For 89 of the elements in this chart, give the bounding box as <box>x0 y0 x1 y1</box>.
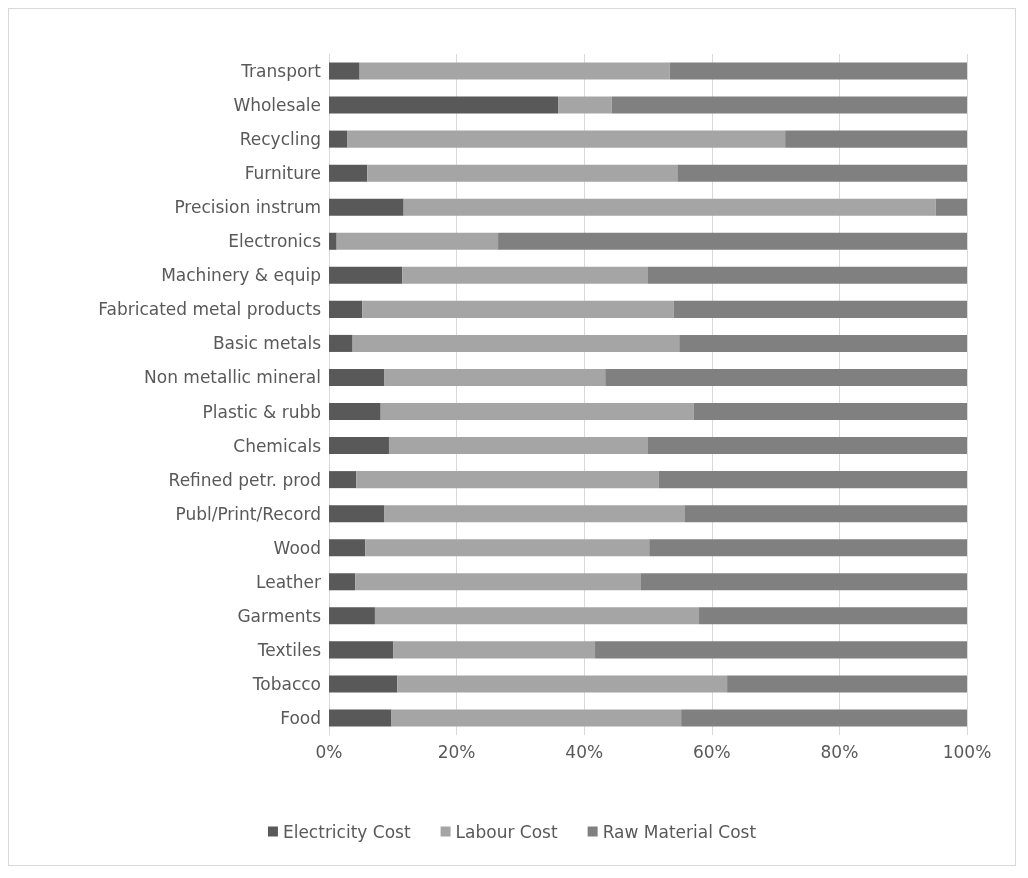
bar <box>673 300 967 318</box>
y-tick-label: Furniture <box>244 163 321 184</box>
y-tick-label: Recycling <box>239 129 321 150</box>
y-tick-label: Precision instrum <box>174 197 321 218</box>
bar <box>498 232 967 250</box>
bar <box>329 62 360 80</box>
bar <box>384 368 606 386</box>
legend-label: Electricity Cost <box>282 821 411 842</box>
bar <box>611 96 967 114</box>
bar <box>658 471 967 489</box>
y-tick-label: Food <box>280 707 321 728</box>
bar <box>336 232 499 250</box>
bar <box>374 607 700 625</box>
bar <box>365 539 650 557</box>
bar <box>935 198 967 216</box>
bar <box>681 709 967 727</box>
bar <box>640 573 967 591</box>
bar <box>669 62 967 80</box>
x-tick-label: 80% <box>820 741 859 762</box>
bar <box>329 164 368 182</box>
bar <box>380 403 694 421</box>
bar <box>329 266 403 284</box>
legend-label: Raw Material Cost <box>602 821 757 842</box>
y-tick-label: Machinery & equip <box>161 265 321 286</box>
bar <box>329 641 394 659</box>
bar <box>388 437 648 455</box>
y-tick-label: Basic metals <box>212 333 322 354</box>
bar <box>329 709 392 727</box>
y-tick-label: Plastic & rubb <box>202 401 321 422</box>
bar <box>329 437 389 455</box>
bar <box>605 368 967 386</box>
bar <box>329 334 353 352</box>
y-tick-label: Leather <box>256 571 322 592</box>
x-tick-label: 20% <box>437 741 476 762</box>
bar <box>329 130 348 148</box>
bar <box>367 164 678 182</box>
bar <box>677 164 967 182</box>
bar <box>329 607 375 625</box>
bar <box>329 300 363 318</box>
bar <box>329 368 385 386</box>
bar <box>355 573 641 591</box>
bar <box>329 471 357 489</box>
bar <box>648 266 967 284</box>
bar <box>785 130 967 148</box>
bar <box>329 505 385 523</box>
bar <box>391 709 682 727</box>
x-tick-label: 60% <box>692 741 731 762</box>
bar <box>397 675 728 693</box>
bar <box>693 403 967 421</box>
bar <box>558 96 612 114</box>
y-tick-label: Electronics <box>228 231 322 252</box>
bar <box>347 130 786 148</box>
x-tick-label: 100% <box>942 741 992 762</box>
bar <box>356 471 659 489</box>
bar <box>699 607 967 625</box>
y-tick-label: Fabricated metal products <box>98 299 322 320</box>
bar <box>679 334 967 352</box>
bar <box>329 539 366 557</box>
y-tick-label: Publ/Print/Record <box>175 503 321 524</box>
x-tick-label: 40% <box>565 741 604 762</box>
bar <box>329 403 381 421</box>
x-tick-label: 0% <box>315 741 343 762</box>
bar <box>685 505 967 523</box>
bar <box>403 198 936 216</box>
bar <box>402 266 648 284</box>
y-tick-label: Tobacco <box>251 673 321 694</box>
bar <box>727 675 967 693</box>
bar <box>393 641 596 659</box>
bar <box>329 675 398 693</box>
y-tick-label: Wood <box>273 537 321 558</box>
y-tick-label: Wholesale <box>233 95 321 116</box>
y-tick-label: Textiles <box>256 639 322 660</box>
bar <box>352 334 680 352</box>
bar <box>329 573 356 591</box>
bar <box>329 96 559 114</box>
y-tick-label: Refined petr. prod <box>168 469 321 490</box>
bar <box>359 62 670 80</box>
legend-label: Labour Cost <box>455 821 558 842</box>
bar <box>384 505 685 523</box>
y-tick-label: Garments <box>237 605 322 626</box>
y-tick-label: Non metallic mineral <box>144 367 321 388</box>
bar <box>329 198 404 216</box>
bar <box>362 300 674 318</box>
bar <box>329 232 337 250</box>
y-tick-label: Transport <box>240 61 322 82</box>
bar <box>595 641 967 659</box>
bar <box>648 437 967 455</box>
bar <box>649 539 967 557</box>
y-tick-label: Chemicals <box>233 435 322 456</box>
